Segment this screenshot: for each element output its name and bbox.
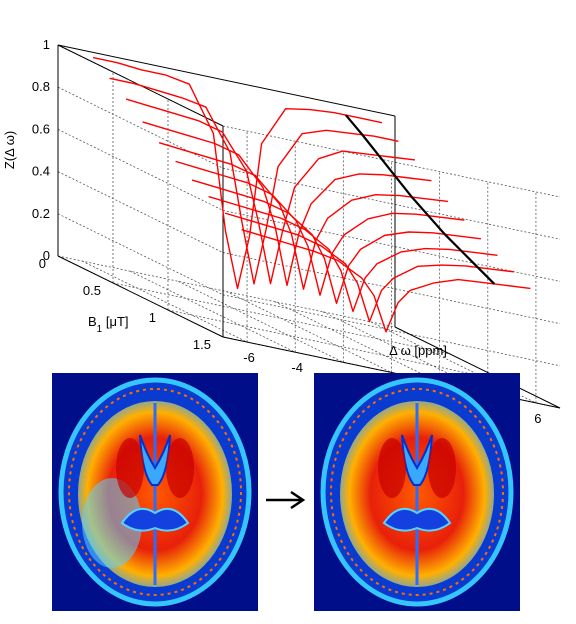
y-axis-label: B1 [μT] — [88, 314, 129, 335]
x-tick-label: 6 — [534, 411, 541, 426]
grid-line — [57, 171, 224, 253]
grid-line — [130, 270, 296, 353]
box-edge — [57, 44, 396, 117]
arrow-icon — [266, 490, 306, 510]
z-spectrum-line — [191, 179, 482, 304]
white-matter-left — [116, 438, 144, 498]
highlight-line — [344, 114, 496, 285]
z-tick-label: 0 — [43, 248, 50, 263]
grid-line — [222, 210, 561, 282]
white-matter-right — [428, 438, 456, 498]
grid-line — [222, 252, 561, 324]
skull-ring-inner — [68, 388, 242, 596]
z-tick-label: 0.8 — [32, 79, 50, 94]
y-tick-label: 1 — [149, 310, 156, 325]
z-tick-label: 1 — [43, 37, 50, 52]
skull-ring-inner — [330, 388, 504, 596]
grid-line — [178, 280, 344, 363]
brain-map-before — [52, 373, 258, 611]
grid-line — [222, 294, 561, 367]
y-tick-label: 1.5 — [193, 337, 211, 352]
z-spectrum-line — [158, 142, 449, 290]
y-axis-label-main: B — [88, 314, 97, 329]
ventricle-lower — [382, 507, 452, 532]
series-layer — [92, 56, 531, 333]
z-spectrum-line — [208, 195, 498, 313]
z-spectrum-line — [125, 98, 416, 285]
z-spectrum-line — [92, 56, 383, 290]
z-axis-label: Z(Δ ω) — [2, 131, 17, 169]
ventricle-upper — [401, 434, 433, 486]
arrow — [263, 486, 311, 514]
z-spectrum-line — [109, 77, 399, 285]
x-tick-label: -6 — [243, 350, 255, 365]
z-spectrum-line — [175, 160, 465, 296]
z-tick-label: 0.2 — [32, 206, 50, 221]
z-spectrum-line — [224, 212, 515, 323]
z-tick-label: 0.4 — [32, 164, 50, 179]
grid-line — [81, 260, 248, 343]
grid-line — [274, 301, 440, 384]
grid-line — [57, 213, 224, 296]
grid-line — [222, 125, 561, 198]
z-spectrum-line — [142, 121, 432, 287]
y-tick-label: 0.5 — [83, 283, 101, 298]
z-tick-label: 0.6 — [32, 121, 50, 136]
grid-line — [112, 282, 451, 355]
grid-layer — [57, 44, 561, 409]
y-axis-label-sub: 1 — [97, 324, 103, 335]
ventricle-upper — [139, 434, 171, 486]
box-edge — [394, 326, 561, 409]
grid-line — [222, 167, 561, 240]
y-axis-label-rest: [μT] — [102, 314, 128, 329]
z-spectrum-line — [241, 228, 531, 333]
x-axis-label: Δ ω [ppm] — [389, 343, 447, 358]
brain-map-after — [314, 373, 520, 611]
white-matter-left — [378, 438, 406, 498]
grid-line — [57, 255, 396, 328]
x-tick-label: -4 — [291, 360, 303, 375]
ventricle-lower — [120, 507, 190, 532]
white-matter-right — [166, 438, 194, 498]
y-axis-line — [57, 255, 224, 338]
grid-line — [167, 309, 506, 382]
grid-line — [226, 291, 392, 373]
left-hemisphere-highlight — [82, 478, 142, 568]
grid-line — [57, 86, 224, 169]
grid-line — [57, 129, 224, 211]
y-tick-label: 0 — [39, 256, 46, 271]
